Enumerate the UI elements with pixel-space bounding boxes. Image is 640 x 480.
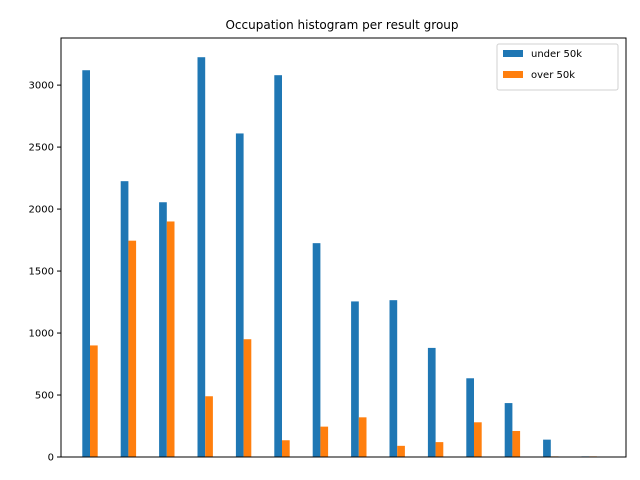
bar-series1-13 <box>543 439 551 457</box>
chart-title: Occupation histogram per result group <box>225 18 458 32</box>
bar-series2-8 <box>358 417 367 457</box>
plot-frame <box>60 37 627 458</box>
bar-series1-3 <box>159 202 167 457</box>
bar-series1-5 <box>235 133 244 457</box>
bar-series2-11 <box>474 422 482 457</box>
bar-series2-9 <box>397 445 405 457</box>
legend-label-1: under 50k <box>531 49 582 60</box>
bar-series1-9 <box>389 300 398 457</box>
bar-series2-3 <box>166 221 175 457</box>
legend-swatch-2 <box>503 71 523 78</box>
bar-series2-10 <box>435 442 444 457</box>
bar-series2-6 <box>282 440 290 457</box>
legend-box <box>496 43 619 91</box>
bar-series2-4 <box>205 396 213 457</box>
bar-series1-10 <box>427 347 436 457</box>
legend: under 50k over 50k <box>496 43 619 91</box>
bar-series2-2 <box>128 240 137 457</box>
bar-series1-12 <box>504 403 513 457</box>
bar-series2-12 <box>512 430 521 457</box>
bar-series1-8 <box>351 301 359 457</box>
bar-series2-5 <box>243 339 252 457</box>
legend-swatch-1 <box>503 50 523 57</box>
bar-series1-6 <box>274 75 282 457</box>
bar-series1-7 <box>312 243 321 457</box>
bar-series1-1 <box>82 70 90 457</box>
y-axis: 0 500 1000 1500 2000 2500 3000 <box>29 81 61 464</box>
bar-series2-7 <box>320 426 329 457</box>
y-tick-label-0: 0 <box>48 453 54 464</box>
y-tick-label-3000: 3000 <box>29 81 54 92</box>
y-tick-label-2000: 2000 <box>29 205 54 216</box>
y-tick-label-500: 500 <box>35 391 54 402</box>
bar-series1-11 <box>466 378 474 457</box>
y-tick-label-1500: 1500 <box>29 267 54 278</box>
bar-series1-2 <box>120 181 129 457</box>
bar-series1-4 <box>197 57 206 458</box>
bars-group <box>82 57 597 458</box>
legend-label-2: over 50k <box>531 70 575 81</box>
y-tick-label-2500: 2500 <box>29 143 54 154</box>
bar-series2-1 <box>90 345 98 457</box>
y-tick-label-1000: 1000 <box>29 329 54 340</box>
